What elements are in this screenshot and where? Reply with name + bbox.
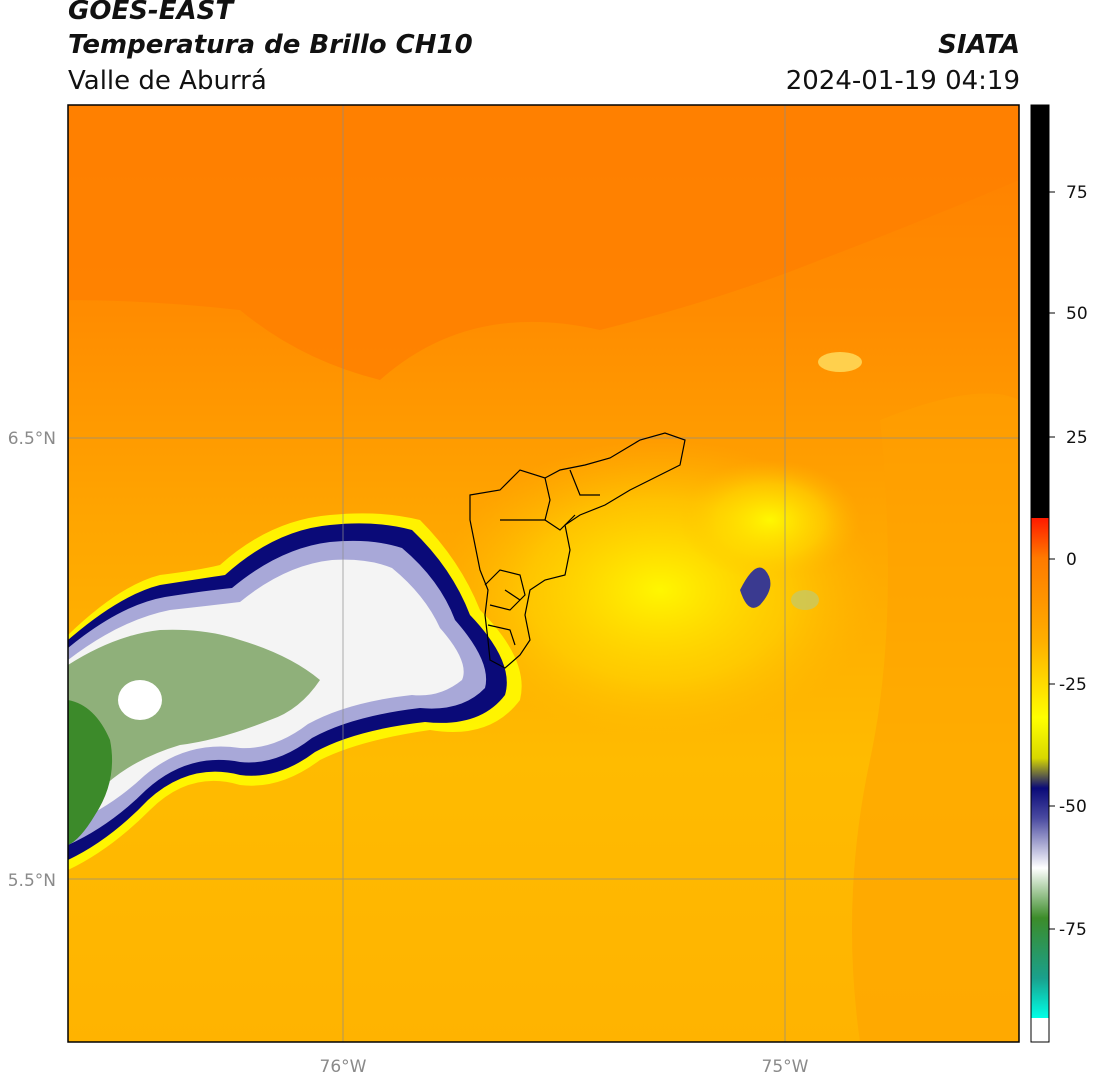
cold-cell-2 [791, 590, 819, 610]
colorbar-tick-50: 50 [1066, 304, 1088, 324]
colorbar-frame [1030, 104, 1050, 1043]
gridlines [68, 105, 1019, 1042]
yellow-zone-2 [680, 460, 860, 580]
colorbar: 75 50 25 0 -25 -50 -75 [1030, 104, 1088, 1043]
municipal-boundaries [469, 432, 686, 669]
cloud-green-region [68, 629, 320, 815]
colorbar-gradient [1031, 518, 1049, 1018]
map-frame [67, 104, 1020, 1043]
cloud-white-spot [118, 680, 162, 720]
warm-spot [818, 352, 862, 372]
colorbar-tick-minus75: -75 [1059, 920, 1087, 940]
colorbar-tick-25: 25 [1066, 428, 1088, 448]
title-product: Temperatura de Brillo CH10 [68, 30, 473, 60]
colorbar-tick-minus25: -25 [1059, 675, 1087, 695]
lon-label-76: 76°W [320, 1057, 367, 1077]
region-label: Valle de Aburrá [68, 66, 267, 96]
cold-cell-1 [740, 567, 771, 608]
lon-label-75: 75°W [762, 1057, 809, 1077]
map-panel [68, 105, 1019, 1042]
colorbar-white-segment [1031, 1018, 1049, 1042]
lat-label-5-5: 5.5°N [8, 871, 56, 891]
colorbar-black-segment [1031, 105, 1049, 518]
warm-region-east [852, 393, 1019, 1042]
brand-label: SIATA [938, 30, 1020, 60]
colorbar-tick-minus50: -50 [1059, 797, 1087, 817]
cloud-deep-green [68, 700, 113, 845]
title-satellite: GOES-EAST [68, 0, 234, 26]
colorbar-tick-0: 0 [1066, 550, 1077, 570]
cold-free-region-north [68, 105, 1019, 380]
lat-label-6-5: 6.5°N [8, 429, 56, 449]
colorbar-tick-75: 75 [1066, 183, 1088, 203]
datetime-label: 2024-01-19 04:19 [785, 66, 1020, 96]
